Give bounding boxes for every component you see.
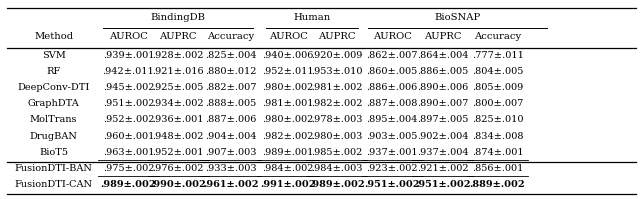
Text: .963±.001: .963±.001 xyxy=(102,148,154,157)
Text: .856±.001: .856±.001 xyxy=(472,164,524,173)
Text: .882±.007: .882±.007 xyxy=(205,83,257,92)
Text: DeepConv-DTI: DeepConv-DTI xyxy=(17,83,90,92)
Text: .800±.007: .800±.007 xyxy=(472,99,524,108)
Text: .889±.002: .889±.002 xyxy=(470,180,525,189)
Text: .951±.002: .951±.002 xyxy=(102,99,154,108)
Text: .825±.004: .825±.004 xyxy=(205,51,257,60)
Text: .980±.002: .980±.002 xyxy=(262,83,314,92)
Text: .980±.002: .980±.002 xyxy=(262,115,314,124)
Text: .951±.002: .951±.002 xyxy=(364,180,420,189)
Text: MolTrans: MolTrans xyxy=(30,115,77,124)
Text: .953±.010: .953±.010 xyxy=(311,67,362,76)
Text: .804±.005: .804±.005 xyxy=(472,67,524,76)
Text: .960±.001: .960±.001 xyxy=(103,132,154,140)
Text: .920±.009: .920±.009 xyxy=(311,51,362,60)
Text: .984±.002: .984±.002 xyxy=(262,164,314,173)
Text: BioSNAP: BioSNAP xyxy=(434,13,481,22)
Text: .886±.006: .886±.006 xyxy=(367,83,418,92)
Text: .895±.004: .895±.004 xyxy=(367,115,418,124)
Text: .990±.002: .990±.002 xyxy=(150,180,206,189)
Text: .902±.004: .902±.004 xyxy=(417,132,468,140)
Text: AUPRC: AUPRC xyxy=(424,32,461,41)
Text: .903±.005: .903±.005 xyxy=(367,132,418,140)
Text: DrugBAN: DrugBAN xyxy=(30,132,77,140)
Text: .948±.002: .948±.002 xyxy=(152,132,204,140)
Text: .921±.016: .921±.016 xyxy=(152,67,204,76)
Text: Accuracy: Accuracy xyxy=(207,32,254,41)
Text: .985±.002: .985±.002 xyxy=(311,148,362,157)
Text: .937±.001: .937±.001 xyxy=(366,148,418,157)
Text: BindingDB: BindingDB xyxy=(151,13,205,22)
Text: .936±.001: .936±.001 xyxy=(152,115,204,124)
Text: .952±.001: .952±.001 xyxy=(152,148,204,157)
Text: .864±.004: .864±.004 xyxy=(417,51,468,60)
Text: FusionDTI-BAN: FusionDTI-BAN xyxy=(15,164,93,173)
Text: .921±.002: .921±.002 xyxy=(417,164,468,173)
Text: .834±.008: .834±.008 xyxy=(472,132,524,140)
Text: .925±.005: .925±.005 xyxy=(152,83,204,92)
Text: .976±.002: .976±.002 xyxy=(152,164,204,173)
Text: .923±.002: .923±.002 xyxy=(366,164,418,173)
Text: .887±.008: .887±.008 xyxy=(367,99,418,108)
Text: .904±.004: .904±.004 xyxy=(205,132,257,140)
Text: .991±.002: .991±.002 xyxy=(260,180,316,189)
Text: .907±.003: .907±.003 xyxy=(205,148,257,157)
Text: GraphDTA: GraphDTA xyxy=(28,99,79,108)
Text: .982±.002: .982±.002 xyxy=(311,99,362,108)
Text: .989±.002: .989±.002 xyxy=(308,180,364,189)
Text: .981±.002: .981±.002 xyxy=(311,83,362,92)
Text: .982±.002: .982±.002 xyxy=(262,132,314,140)
Text: .952±.011: .952±.011 xyxy=(262,67,314,76)
Text: .978±.003: .978±.003 xyxy=(311,115,362,124)
Text: .897±.005: .897±.005 xyxy=(417,115,468,124)
Text: .980±.003: .980±.003 xyxy=(311,132,362,140)
Text: .890±.006: .890±.006 xyxy=(417,83,468,92)
Text: .984±.003: .984±.003 xyxy=(311,164,362,173)
Text: .951±.002: .951±.002 xyxy=(415,180,470,189)
Text: .928±.002: .928±.002 xyxy=(152,51,204,60)
Text: .952±.002: .952±.002 xyxy=(102,115,154,124)
Text: .975±.002: .975±.002 xyxy=(102,164,154,173)
Text: .937±.004: .937±.004 xyxy=(417,148,468,157)
Text: .825±.010: .825±.010 xyxy=(472,115,524,124)
Text: Method: Method xyxy=(34,32,73,41)
Text: AUROC: AUROC xyxy=(269,32,307,41)
Text: .862±.007: .862±.007 xyxy=(367,51,418,60)
Text: Accuracy: Accuracy xyxy=(474,32,521,41)
Text: .874±.001: .874±.001 xyxy=(472,148,524,157)
Text: .777±.011: .777±.011 xyxy=(472,51,524,60)
Text: .880±.012: .880±.012 xyxy=(205,67,257,76)
Text: AUROC: AUROC xyxy=(109,32,148,41)
Text: .890±.007: .890±.007 xyxy=(417,99,468,108)
Text: SVM: SVM xyxy=(42,51,66,60)
Text: .989±.002: .989±.002 xyxy=(100,180,156,189)
Text: AUROC: AUROC xyxy=(372,32,412,41)
Text: .860±.005: .860±.005 xyxy=(367,67,418,76)
Text: Human: Human xyxy=(293,13,330,22)
Text: AUPRC: AUPRC xyxy=(159,32,197,41)
Text: .989±.001: .989±.001 xyxy=(262,148,314,157)
Text: .940±.006: .940±.006 xyxy=(262,51,314,60)
Text: .888±.005: .888±.005 xyxy=(205,99,256,108)
Text: BioT5: BioT5 xyxy=(39,148,68,157)
Text: FusionDTI-CAN: FusionDTI-CAN xyxy=(15,180,93,189)
Text: .886±.005: .886±.005 xyxy=(417,67,468,76)
Text: AUPRC: AUPRC xyxy=(318,32,355,41)
Text: .805±.009: .805±.009 xyxy=(472,83,523,92)
Text: .942±.011: .942±.011 xyxy=(102,67,154,76)
Text: RF: RF xyxy=(47,67,61,76)
Text: .933±.003: .933±.003 xyxy=(205,164,257,173)
Text: .945±.002: .945±.002 xyxy=(102,83,154,92)
Text: .939±.001: .939±.001 xyxy=(102,51,154,60)
Text: .934±.002: .934±.002 xyxy=(152,99,204,108)
Text: .981±.001: .981±.001 xyxy=(262,99,314,108)
Text: .961±.002: .961±.002 xyxy=(203,180,259,189)
Text: .887±.006: .887±.006 xyxy=(205,115,256,124)
